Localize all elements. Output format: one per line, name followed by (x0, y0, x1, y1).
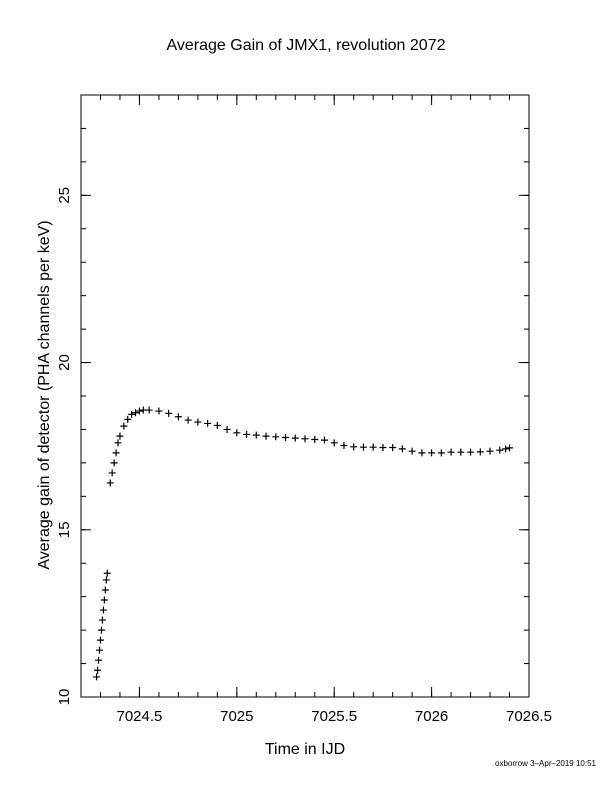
data-point (447, 448, 455, 456)
data-point (437, 449, 445, 457)
data-point (155, 407, 163, 415)
data-point (311, 435, 319, 443)
y-tick-label: 25 (56, 187, 73, 204)
data-point (502, 445, 510, 453)
footer-stamp: oxborrow 3–Apr–2019 10:51 (495, 759, 596, 768)
y-tick-label: 10 (56, 689, 73, 706)
data-point (496, 446, 504, 454)
data-point (106, 479, 114, 487)
data-point (96, 636, 104, 644)
data-point (139, 406, 147, 414)
data-point (340, 441, 348, 449)
data-point (135, 407, 143, 415)
data-point (389, 444, 397, 452)
data-point (486, 447, 494, 455)
data-point (428, 449, 436, 457)
x-tick-label: 7026.5 (506, 708, 552, 725)
data-point (102, 576, 110, 584)
data-point (174, 413, 182, 421)
data-point (350, 443, 358, 451)
data-point (114, 439, 122, 447)
data-point (243, 430, 251, 438)
data-point (112, 449, 120, 457)
data-point (398, 445, 406, 453)
data-point (124, 415, 132, 423)
data-point (132, 409, 140, 417)
data-point (194, 418, 202, 426)
data-point (272, 433, 280, 441)
data-point (103, 569, 111, 577)
data-point (330, 439, 338, 447)
data-point (165, 409, 173, 417)
x-axis-label: Time in IJD (265, 741, 345, 758)
data-point (262, 432, 270, 440)
data-point (204, 419, 212, 427)
data-point (282, 433, 290, 441)
data-point (359, 443, 367, 451)
x-tick-label: 7026 (415, 708, 448, 725)
data-point (101, 586, 109, 594)
data-point (506, 444, 514, 452)
data-point (233, 429, 241, 437)
data-point (301, 435, 309, 443)
data-point (94, 666, 102, 674)
data-point (93, 673, 101, 681)
data-point (369, 443, 377, 451)
data-point (108, 469, 116, 477)
chart-title: Average Gain of JMX1, revolution 2072 (166, 37, 446, 54)
data-point (95, 656, 103, 664)
data-point (457, 448, 465, 456)
axis-ticks: 7024.5 7025 7025.5 7026 7026.5 10 15 20 25 (56, 95, 552, 725)
y-axis-label: Average gain of detector (PHA channels p… (36, 220, 53, 569)
data-point (116, 432, 124, 440)
data-point (128, 410, 136, 418)
data-point (97, 626, 105, 634)
data-point (99, 606, 107, 614)
x-tick-label: 7025.5 (311, 708, 357, 725)
plot-frame (80, 94, 530, 698)
data-point (418, 449, 426, 457)
data-point (184, 416, 192, 424)
data-point (320, 436, 328, 444)
data-point (467, 448, 475, 456)
data-point (120, 422, 128, 430)
data-point (213, 421, 221, 429)
data-point (408, 447, 416, 455)
data-point (252, 431, 260, 439)
data-point (96, 646, 104, 654)
data-point (100, 596, 108, 604)
data-point (98, 616, 106, 624)
data-point (223, 425, 231, 433)
data-point (145, 406, 153, 414)
data-points (93, 406, 514, 681)
y-tick-label: 20 (56, 354, 73, 371)
data-point (476, 448, 484, 456)
y-tick-label: 15 (56, 521, 73, 538)
data-point (110, 459, 118, 467)
data-point (379, 444, 387, 452)
data-point (291, 434, 299, 442)
plot-border (80, 94, 530, 698)
x-tick-label: 7024.5 (116, 708, 162, 725)
x-tick-label: 7025 (220, 708, 253, 725)
